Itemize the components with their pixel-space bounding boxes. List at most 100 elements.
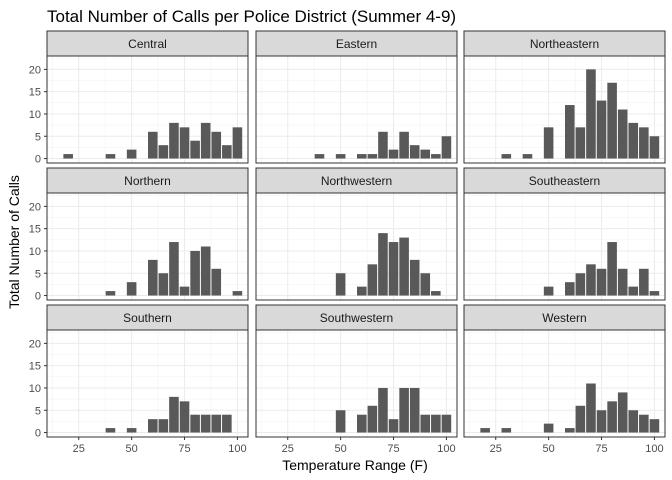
panel-border <box>255 55 458 164</box>
histogram-bar <box>522 154 533 159</box>
panels-layer: Central Eastern Northeastern Northern Northw… <box>46 30 666 438</box>
x-tick-label: 100 <box>645 443 663 455</box>
x-tick-label: 25 <box>73 443 85 455</box>
histogram-bar <box>367 405 378 433</box>
histogram-bar <box>596 100 607 159</box>
histogram-bar <box>399 237 409 296</box>
histogram-bar <box>179 286 190 296</box>
histogram-bar <box>367 154 378 159</box>
facet-panel-southern: Southern <box>46 304 249 438</box>
facet-strip-label: Northwestern <box>321 174 392 188</box>
y-tick-label: 0 <box>35 428 41 440</box>
histogram-bar <box>431 291 441 296</box>
histogram-bar <box>211 268 222 296</box>
histogram-bar <box>148 419 158 433</box>
histogram-bar <box>399 387 409 433</box>
facet-strip <box>46 30 249 57</box>
histogram-bar <box>639 414 649 433</box>
histogram-bar <box>105 154 116 159</box>
panel-border <box>463 329 666 438</box>
x-tick-label: 100 <box>228 443 246 455</box>
facet-panel-northwestern: Northwestern <box>255 167 458 301</box>
x-tick-labels: 25 50 75 100 25 50 75 100 25 50 75 100 <box>73 437 664 455</box>
histogram-bar <box>565 105 575 159</box>
histogram-bar <box>649 291 660 296</box>
histogram-bar <box>190 140 200 159</box>
histogram-bar <box>586 69 596 159</box>
panel-border <box>255 329 458 438</box>
histogram-bar <box>575 405 586 433</box>
histogram-bar <box>158 145 169 159</box>
histogram-bar <box>501 428 512 433</box>
histogram-bar <box>575 273 586 296</box>
histogram-bar <box>179 401 190 433</box>
y-tick-label: 20 <box>29 64 41 76</box>
y-tick-label: 5 <box>35 268 41 280</box>
histogram-bar <box>158 273 169 296</box>
histogram-bar <box>441 136 452 159</box>
facet-strip <box>463 304 666 331</box>
histogram-bar <box>105 428 116 433</box>
histogram-bar <box>607 401 617 433</box>
panel-background <box>464 193 665 300</box>
histogram-bar <box>399 131 409 159</box>
histogram-bar <box>200 246 211 296</box>
histogram-bar <box>409 387 420 433</box>
histogram-bar <box>105 291 116 296</box>
y-tick-label: 0 <box>35 291 41 303</box>
y-tick-label: 10 <box>29 246 41 258</box>
facet-strip <box>255 304 458 331</box>
histogram-bar <box>357 154 367 159</box>
histogram-bar <box>335 273 346 296</box>
y-tick-label: 10 <box>29 109 41 121</box>
y-tick-label: 5 <box>35 131 41 143</box>
y-axis-title: Total Number of Calls <box>6 175 22 309</box>
y-tick-label: 20 <box>29 338 41 350</box>
histogram-bar <box>649 136 660 159</box>
histogram-bar <box>639 127 649 159</box>
facet-strip-label: Northeastern <box>530 37 599 51</box>
histogram-bar <box>357 414 367 433</box>
histogram-bar <box>190 250 200 296</box>
x-tick-label: 50 <box>126 443 138 455</box>
x-tick-label: 100 <box>437 443 455 455</box>
histogram-bar <box>409 145 420 159</box>
panel-border <box>463 192 666 301</box>
histogram-bar <box>607 242 617 296</box>
histogram-bar <box>232 291 243 296</box>
histogram-bar <box>232 127 243 159</box>
histogram-bar <box>388 149 399 159</box>
y-tick-label: 15 <box>29 87 41 99</box>
y-tick-label: 20 <box>29 201 41 213</box>
facet-panel-northeastern: Northeastern <box>463 30 666 164</box>
y-tick-label: 0 <box>35 154 41 166</box>
histogram-bar <box>179 127 190 159</box>
facet-strip-label: Northern <box>124 174 171 188</box>
histogram-bar <box>617 109 628 159</box>
histogram-bar <box>543 423 554 433</box>
histogram-bar <box>586 383 596 433</box>
chart-title: Total Number of Calls per Police Distric… <box>47 7 456 26</box>
histogram-bar <box>378 387 388 433</box>
x-tick-label: 75 <box>387 443 399 455</box>
histogram-bar <box>543 286 554 296</box>
facet-strip-label: Southeastern <box>529 174 600 188</box>
histogram-bar <box>596 410 607 433</box>
histogram-bar <box>649 419 660 433</box>
histogram-bar <box>565 428 575 433</box>
x-axis-title: Temperature Range (F) <box>282 457 428 473</box>
histogram-bar <box>148 259 158 296</box>
histogram-bar <box>63 154 73 159</box>
histogram-bar <box>357 286 367 296</box>
histogram-bar <box>431 154 441 159</box>
facet-panel-southeastern: Southeastern <box>463 167 666 301</box>
panel-border <box>46 55 249 164</box>
histogram-bar <box>314 154 325 159</box>
facet-strip-label: Central <box>128 37 167 51</box>
panel-border <box>46 192 249 301</box>
histogram-bar <box>628 410 639 433</box>
y-tick-labels: 0 5 10 15 20 0 5 10 15 20 0 5 10 15 20 <box>29 64 47 440</box>
histogram-bar <box>126 428 137 433</box>
x-tick-label: 25 <box>282 443 294 455</box>
